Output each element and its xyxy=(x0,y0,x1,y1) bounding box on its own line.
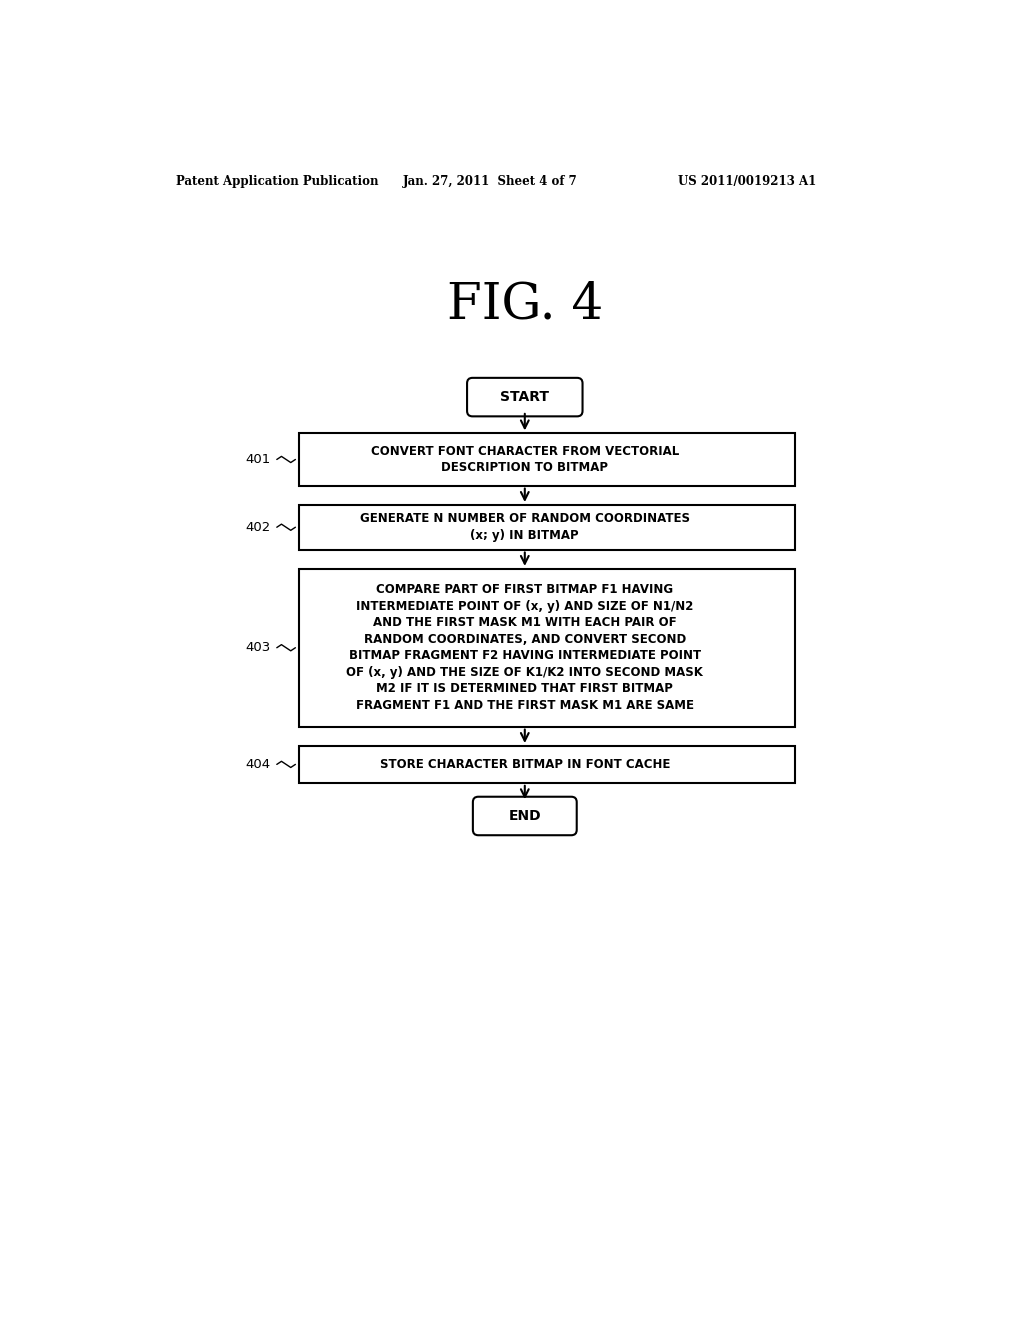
Text: CONVERT FONT CHARACTER FROM VECTORIAL
DESCRIPTION TO BITMAP: CONVERT FONT CHARACTER FROM VECTORIAL DE… xyxy=(371,445,679,474)
Text: FIG. 4: FIG. 4 xyxy=(446,280,603,330)
Text: END: END xyxy=(509,809,541,822)
Bar xyxy=(299,569,795,726)
Text: 403: 403 xyxy=(246,642,270,655)
Text: 402: 402 xyxy=(246,520,270,533)
Text: GENERATE N NUMBER OF RANDOM COORDINATES
(x; y) IN BITMAP: GENERATE N NUMBER OF RANDOM COORDINATES … xyxy=(359,512,690,543)
Text: Patent Application Publication: Patent Application Publication xyxy=(176,176,379,189)
Text: STORE CHARACTER BITMAP IN FONT CACHE: STORE CHARACTER BITMAP IN FONT CACHE xyxy=(380,758,670,771)
Text: COMPARE PART OF FIRST BITMAP F1 HAVING
INTERMEDIATE POINT OF (x, y) AND SIZE OF : COMPARE PART OF FIRST BITMAP F1 HAVING I… xyxy=(346,583,703,711)
Text: START: START xyxy=(501,391,549,404)
Text: 404: 404 xyxy=(246,758,270,771)
Text: US 2011/0019213 A1: US 2011/0019213 A1 xyxy=(678,176,816,189)
Text: 401: 401 xyxy=(246,453,270,466)
Bar xyxy=(299,433,795,486)
Text: Jan. 27, 2011  Sheet 4 of 7: Jan. 27, 2011 Sheet 4 of 7 xyxy=(403,176,578,189)
FancyBboxPatch shape xyxy=(473,797,577,836)
Bar xyxy=(299,746,795,783)
Bar xyxy=(299,504,795,549)
FancyBboxPatch shape xyxy=(467,378,583,416)
